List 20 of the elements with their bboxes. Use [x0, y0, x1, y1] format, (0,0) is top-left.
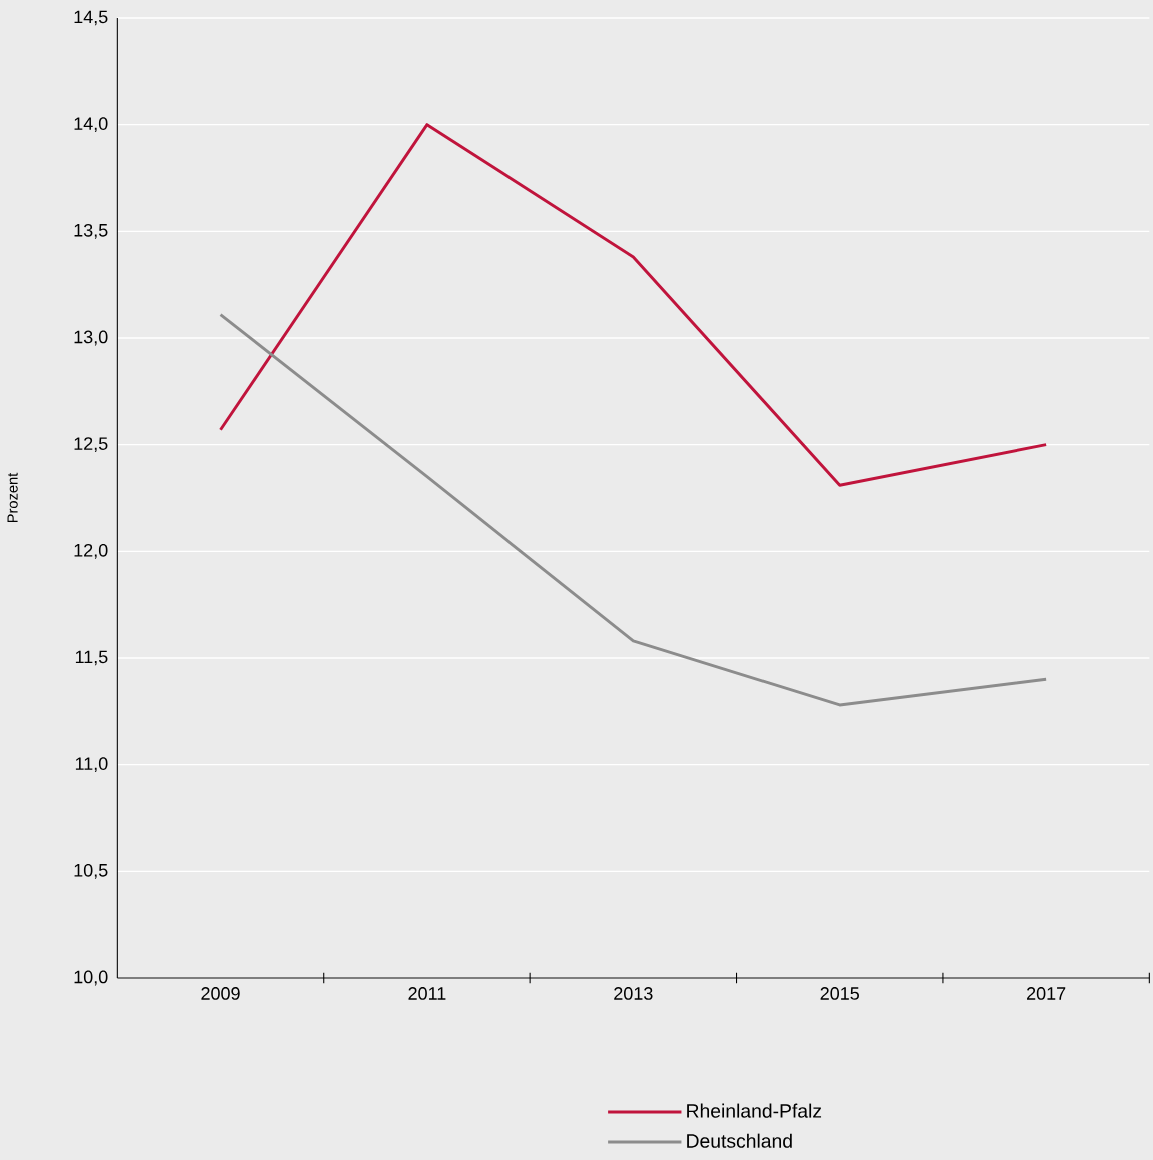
x-tick-label: 2011 [408, 987, 446, 1000]
y-tick-label: 10,0 [74, 970, 108, 986]
line-series [218, 123, 1048, 487]
legend-label: Rheinland-Pfalz [687, 1103, 821, 1118]
y-tick-label: 11,5 [75, 650, 108, 666]
x-tick-label: 2009 [201, 987, 240, 1000]
y-tick-label: 14,0 [74, 117, 108, 133]
y-tick-label: 10,5 [74, 863, 108, 879]
x-tick-label: 2015 [820, 987, 859, 1000]
y-tick-label: 13,5 [74, 223, 108, 239]
legend-label: Deutschland [687, 1133, 792, 1148]
line-series [218, 313, 1048, 707]
x-tick-label: 2013 [614, 987, 653, 1000]
y-tick-label: 12,5 [74, 437, 108, 453]
y-tick-label: 11,0 [75, 757, 108, 773]
x-tick-label: 2017 [1026, 987, 1066, 1000]
y-tick-label: 14,5 [74, 10, 108, 26]
y-tick-label: 13,0 [74, 330, 108, 346]
y-axis-title: Prozent [7, 472, 18, 523]
y-tick-label: 12,0 [74, 543, 108, 559]
